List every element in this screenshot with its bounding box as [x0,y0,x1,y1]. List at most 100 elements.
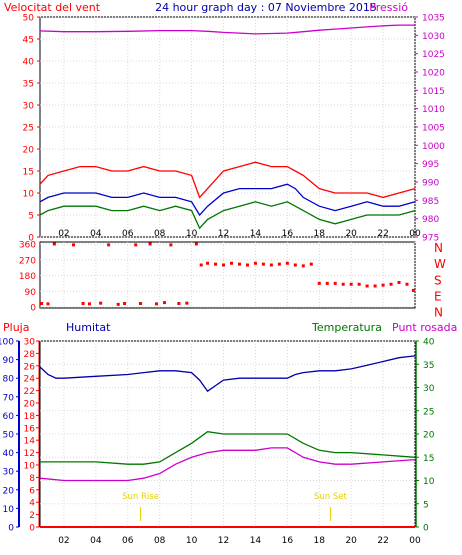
direction-point [269,263,273,267]
rain-tick-label: 28 [24,350,36,360]
compass-label: W [434,257,446,271]
direction-point [357,282,361,286]
wind-tick-label: 5 [28,212,34,222]
wind-tick-label: 40 [23,58,35,68]
temp-time-label: 10 [186,536,198,546]
direction-point [206,261,210,265]
pressure-tick-label: 995 [422,160,439,170]
rain-tick-label: 4 [29,499,35,509]
direction-point [199,263,203,267]
direction-point [245,263,249,267]
pressure-tick-label: 980 [422,215,439,225]
humidity-tick-label: 70 [3,393,15,403]
wind-time-label: 00 [409,229,421,239]
direction-tick-label: 90 [25,288,37,298]
direction-point [277,262,281,266]
direction-point [185,301,189,305]
direction-point [116,302,120,306]
direction-point [154,302,158,306]
rain-tick-label: 30 [24,338,36,348]
direction-point [237,262,241,266]
pressure-tick-label: 990 [422,179,439,189]
direction-point [349,282,353,286]
compass-label: E [434,290,442,304]
direction-point [123,302,127,305]
wind_low-line [39,201,416,230]
pressure-axis-label: Pressió [369,1,408,14]
direction-point [301,264,305,268]
compass-label: N [434,241,443,255]
direction-point [169,243,173,247]
pressure-axis: 975 980 985 990 995 1000 1005 1010 1015 1020 1025 1… [415,14,445,244]
avg_wind-line [39,183,416,217]
pressure-tick-label: 1035 [422,14,445,24]
direction-point [261,262,265,266]
direction-point [253,261,257,265]
humidity-tick-label: 40 [3,449,15,459]
rain-label: Pluja [3,321,29,334]
wind-tick-label: 30 [23,102,35,112]
wind-time-label: 08 [154,229,166,239]
humidity-tick-label: 100 [0,338,14,348]
direction-point [293,263,297,267]
rain-tick-label: 22 [24,387,35,397]
wind-tick-label: 45 [23,36,34,46]
direction-point [162,301,166,305]
direction-point [325,281,329,285]
rain-tick-label: 8 [29,474,35,484]
rain-tick-label: 16 [24,424,36,434]
wind-speed-axis: 0 5 10 15 20 25 30 35 40 45 50 [23,14,40,244]
temp-time-label: 12 [218,536,229,546]
direction-point [365,284,369,288]
wind-tick-label: 20 [23,146,35,156]
temp-humidity-axes: 0102030405060708090100024681012141618202… [0,338,435,534]
humidity-tick-label: 50 [3,431,15,441]
temp-time-label: 20 [345,536,357,546]
temp-tick-label: 15 [423,454,434,464]
direction-tick-label: 270 [19,256,36,266]
direction-tick-label: 0 [30,304,36,314]
pressure-tick-label: 1015 [422,87,445,97]
pressure-line [39,24,415,35]
compass-label: S [434,273,442,287]
direction-point [229,261,233,265]
wind-tick-label: 0 [28,234,34,244]
pressure-tick-label: 1020 [422,69,445,79]
direction-point [341,282,345,286]
pressure-tick-label: 1005 [422,124,445,134]
rain-tick-label: 26 [24,362,36,372]
direction-point [389,282,393,286]
wind-tick-label: 25 [23,124,34,134]
temp-grid [40,340,416,528]
direction-point [285,261,289,265]
humidity-label: Humitat [66,321,111,334]
temp-time-label: 00 [409,536,421,546]
wind-time-label: 04 [90,229,102,239]
sun-annotations: Sun Rise Sun Set [122,492,348,521]
temp-time-label: 18 [314,536,326,546]
wind-time-label: 10 [186,229,198,239]
direction-point [177,302,181,305]
humidity-tick-label: 10 [3,505,15,515]
temp-time-axis: 02 04 06 08 10 12 14 16 18 20 22 00 [58,536,421,546]
temp-tick-label: 20 [423,431,435,441]
direction-point [317,281,321,285]
direction-point [397,281,401,284]
sun-label: Sun Set [314,492,347,502]
temperature-line [40,431,416,465]
temp-tick-label: 40 [423,338,435,348]
wind-tick-label: 50 [23,14,35,24]
wind-tick-label: 10 [23,190,35,200]
sun-label: Sun Rise [122,492,159,502]
wind-time-axis: 02 04 06 08 10 12 14 16 18 20 22 00 [58,229,421,239]
direction-point [309,262,313,266]
dewpoint-label: Punt rosada [392,321,457,334]
temp-tick-label: 25 [423,407,434,417]
rain-tick-label: 12 [24,449,35,459]
temp-tick-label: 30 [423,384,435,394]
direction-point [134,243,138,247]
rain-tick-label: 24 [24,375,36,385]
direction-point [194,242,198,246]
